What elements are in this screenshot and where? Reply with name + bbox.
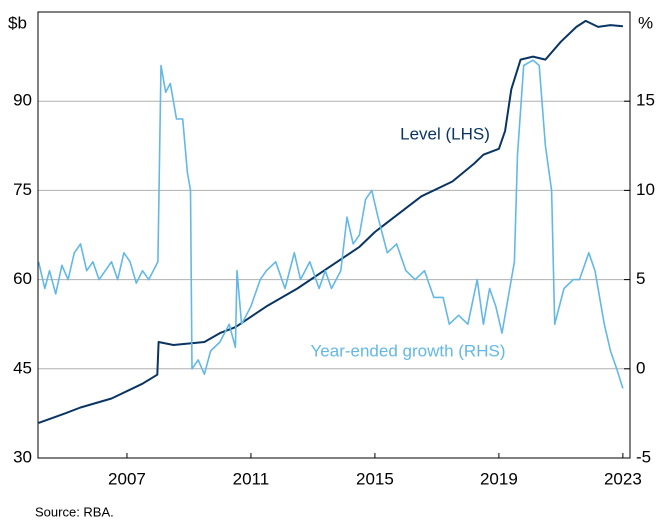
y2-tick-label: 0	[636, 358, 645, 377]
source-note: Source: RBA.	[35, 504, 114, 519]
y-tick-label: 45	[13, 358, 32, 377]
y2-tick-label: -5	[636, 447, 651, 466]
x-tick-label: 2023	[604, 469, 642, 488]
series-label: Year-ended growth (RHS)	[311, 341, 506, 360]
y-tick-label: 60	[13, 269, 32, 288]
series-label: Level (LHS)	[400, 124, 490, 143]
y-tick-label: 30	[13, 447, 32, 466]
y-tick-label: 75	[13, 180, 32, 199]
plot-frame	[37, 11, 631, 459]
x-tick-label: 2011	[233, 469, 270, 488]
y-axis-label: $b	[8, 13, 27, 32]
series-line	[37, 59, 624, 389]
x-tick-label: 2015	[356, 469, 394, 488]
x-tick-label: 2019	[480, 469, 518, 488]
series-line	[38, 19, 623, 424]
y-tick-label: 90	[13, 91, 32, 110]
y2-axis-label: %	[638, 13, 653, 32]
y2-tick-label: 5	[636, 269, 645, 288]
y2-tick-label: 15	[636, 91, 655, 110]
y2-tick-label: 10	[636, 180, 655, 199]
x-tick-label: 2007	[108, 469, 146, 488]
